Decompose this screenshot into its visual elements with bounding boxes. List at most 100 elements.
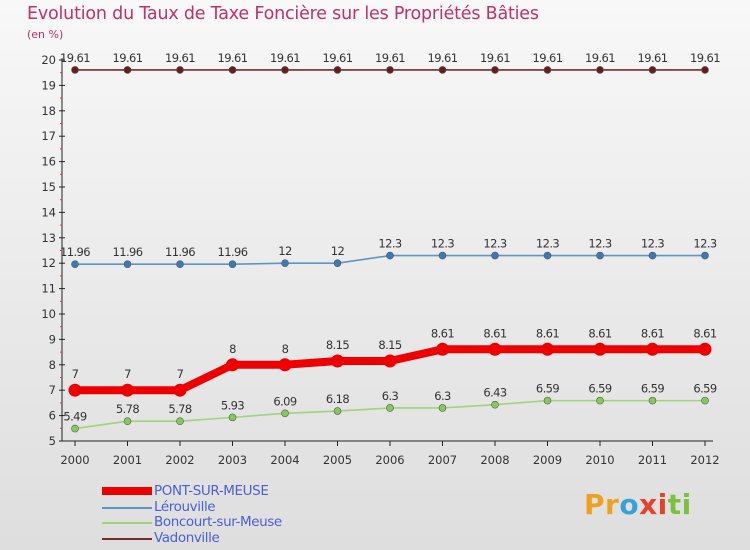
data-label: 12.3: [483, 237, 506, 251]
x-tick-label: 2009: [533, 453, 562, 467]
data-label: 19.61: [533, 51, 563, 65]
data-label: 7: [177, 367, 184, 381]
data-label: 8.15: [326, 338, 349, 352]
data-label: 8.61: [693, 326, 716, 340]
data-point: [543, 66, 552, 74]
data-point: [438, 404, 447, 412]
data-point: [701, 396, 709, 405]
data-label: 6.59: [588, 382, 611, 396]
proxiti-logo: Proxiti: [584, 488, 692, 521]
data-label: 12: [331, 244, 345, 258]
data-label: 19.61: [375, 51, 405, 65]
x-tick-label: 2003: [218, 453, 247, 467]
data-point: [228, 413, 237, 422]
legend-label: PONT-SUR-MEUSE: [154, 483, 269, 499]
data-label: 11.96: [218, 245, 248, 259]
data-label: 11.96: [113, 245, 143, 259]
data-point: [438, 66, 447, 74]
legend-label: Lérouville: [154, 498, 216, 515]
data-point: [701, 251, 709, 260]
data-point: [698, 342, 712, 356]
legend-label: Vadonville: [154, 529, 220, 546]
y-tick-label: 7: [49, 383, 56, 397]
data-point: [228, 260, 237, 269]
data-point: [596, 66, 604, 74]
data-label: 6.3: [382, 389, 399, 403]
data-label: 8: [282, 342, 289, 356]
data-label: 11.96: [165, 245, 195, 259]
data-point: [646, 342, 659, 356]
data-label: 12.3: [641, 237, 664, 251]
logo-letter: o: [619, 488, 640, 521]
y-tick-label: 8: [49, 358, 56, 372]
data-point: [593, 342, 607, 356]
y-tick-label: 15: [41, 180, 56, 194]
logo-letter: t: [667, 488, 682, 521]
data-point: [281, 259, 289, 268]
data-label: 5.49: [63, 410, 86, 424]
data-label: 6.3: [434, 389, 451, 403]
logo-letter: i: [681, 488, 692, 521]
data-label: 19.61: [270, 51, 300, 65]
data-point: [596, 251, 604, 260]
data-point: [176, 66, 184, 74]
data-label: 12.3: [378, 237, 401, 251]
data-label: 8.61: [431, 326, 454, 340]
y-tick-label: 13: [41, 231, 56, 245]
y-tick-label: 11: [41, 282, 56, 296]
data-point: [71, 424, 79, 433]
y-tick-label: 9: [49, 332, 56, 346]
data-point: [281, 409, 289, 418]
data-point: [333, 407, 342, 415]
data-point: [281, 66, 289, 74]
data-point: [491, 251, 499, 260]
data-point: [488, 342, 502, 356]
data-label: 8.61: [536, 326, 559, 340]
data-point: [173, 383, 187, 397]
y-tick-label: 5: [49, 434, 56, 448]
y-tick-label: 19: [41, 78, 56, 92]
y-tick-label: 12: [41, 256, 56, 270]
data-label: 19.61: [585, 51, 615, 65]
data-point: [123, 66, 132, 74]
data-point: [333, 259, 342, 268]
data-point: [701, 66, 709, 74]
data-labels-layer: 19.61 19.61 19.61 19.61 19.61 19.61 19.61 19.61…: [60, 51, 721, 424]
data-point: [278, 358, 292, 372]
data-label: 7: [124, 367, 131, 381]
data-label: 6.59: [693, 382, 716, 396]
data-label: 6.43: [483, 386, 506, 400]
data-point: [541, 342, 554, 356]
x-tick-label: 2004: [270, 453, 299, 467]
data-label: 8.15: [378, 338, 401, 352]
logo-letter: x: [639, 488, 658, 521]
chart-title: Evolution du Taux de Taxe Foncière sur l…: [27, 4, 539, 24]
y-tick-label: 14: [41, 205, 56, 219]
data-point: [228, 66, 237, 74]
data-point: [648, 251, 657, 260]
y-tick-label: 17: [41, 129, 56, 143]
data-point: [491, 400, 499, 409]
data-label: 19.61: [165, 51, 195, 65]
x-tick-label: 2012: [690, 453, 719, 467]
data-label: 12.3: [536, 237, 559, 251]
data-point: [543, 396, 552, 405]
legend-swatch: [102, 522, 152, 524]
data-label: 6.59: [641, 382, 664, 396]
x-tick-label: 2002: [165, 453, 194, 467]
y-tick-label: 16: [41, 155, 56, 169]
logo-letter: i: [657, 488, 668, 521]
data-label: 7: [72, 367, 79, 381]
x-tick-label: 2000: [60, 453, 89, 467]
data-point: [596, 396, 604, 405]
y-tick-label: 20: [41, 53, 56, 67]
data-point: [333, 66, 342, 74]
y-tick-label: 10: [41, 307, 56, 321]
data-point: [383, 354, 397, 368]
y-tick-label: 18: [41, 104, 56, 118]
data-label: 19.61: [690, 51, 720, 65]
data-label: 8.61: [641, 326, 664, 340]
data-label: 12.3: [693, 237, 716, 251]
data-label: 5.78: [116, 402, 139, 416]
